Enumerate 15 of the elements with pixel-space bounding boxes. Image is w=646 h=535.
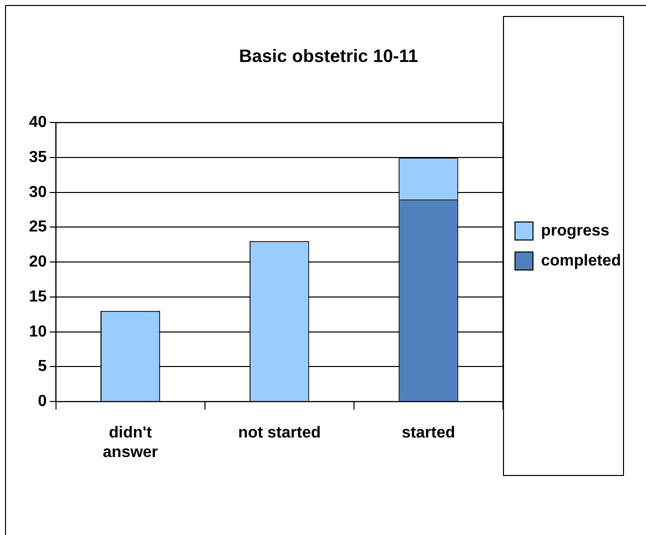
y-tick-label: 25	[29, 218, 47, 236]
y-tick-label: 20	[29, 254, 47, 271]
y-tick-label: 40	[29, 114, 47, 132]
y-tick-label: 30	[29, 184, 47, 201]
legend-label: progress	[540, 222, 610, 240]
y-tick-label: 0	[38, 393, 47, 410]
y-tick-label: 35	[29, 148, 47, 166]
y-tick-label: 5	[38, 358, 47, 376]
legend-label: completed	[540, 252, 621, 270]
y-tick-label: 15	[29, 288, 47, 306]
x-tick-label: started	[402, 424, 456, 442]
x-tick-label: not started	[238, 424, 321, 442]
chart-title: Basic obstetric 10-11	[238, 46, 418, 66]
x-tick-label: didn't answer	[102, 424, 158, 461]
y-tick-label: 10	[29, 323, 47, 340]
